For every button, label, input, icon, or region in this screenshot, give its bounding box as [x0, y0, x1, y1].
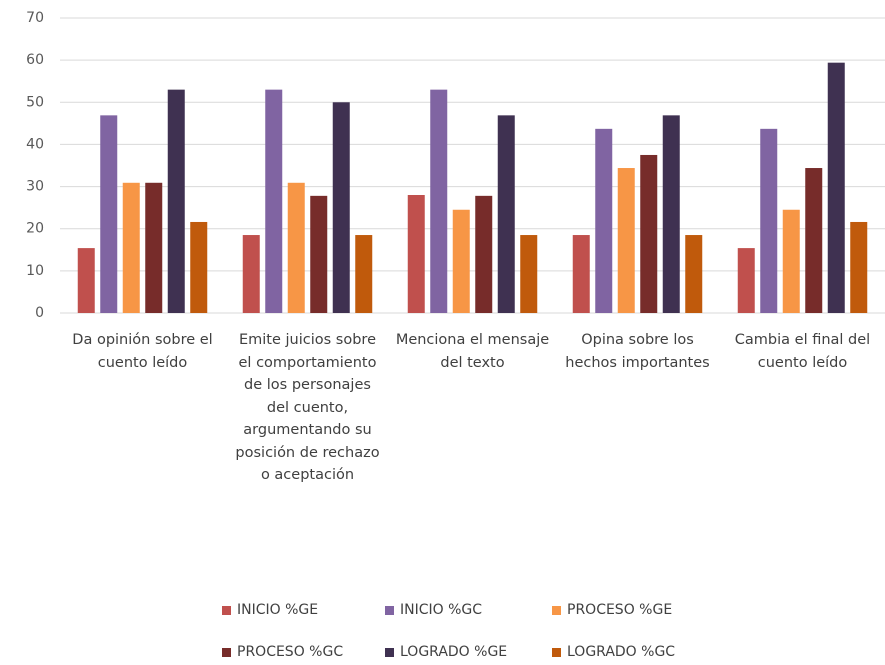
- bar: [355, 235, 373, 313]
- bar: [640, 154, 658, 313]
- bar: [77, 248, 95, 313]
- bar: [100, 115, 118, 313]
- y-tick-label: 40: [26, 136, 44, 152]
- bar: [122, 182, 140, 313]
- bar: [332, 102, 350, 314]
- bar: [617, 168, 635, 313]
- legend-swatch: [385, 605, 394, 615]
- bar: [805, 168, 823, 313]
- x-tick-label: Da opinión sobre el cuento leído: [72, 332, 213, 371]
- legend-item: INICIO %GE: [222, 600, 318, 620]
- bar: [782, 209, 800, 313]
- bar: [662, 115, 680, 313]
- legend-item: LOGRADO %GC: [552, 642, 675, 662]
- legend-label: LOGRADO %GE: [400, 644, 508, 660]
- bar: [265, 89, 283, 314]
- x-tick-label: Emite juicios sobre el comportamiento de…: [235, 332, 380, 483]
- bar: [497, 115, 515, 313]
- bar: [572, 235, 590, 313]
- x-tick-label: Cambia el final del cuento leído: [734, 332, 871, 371]
- bar: [145, 182, 163, 313]
- bar: [242, 235, 260, 313]
- x-tick-label: Opina sobre los hechos importantes: [565, 332, 710, 371]
- bar: [190, 221, 208, 313]
- bar: [167, 89, 185, 314]
- y-tick-label: 0: [35, 305, 44, 321]
- legend-swatch: [222, 647, 231, 657]
- bar: [737, 248, 755, 313]
- legend-swatch: [222, 605, 231, 615]
- legend-label: PROCESO %GE: [567, 602, 673, 618]
- bar: [760, 128, 778, 313]
- y-tick-label: 70: [26, 10, 44, 26]
- bar: [475, 195, 493, 313]
- legend-swatch: [552, 605, 561, 615]
- bar: [595, 128, 613, 313]
- bar: [287, 182, 305, 313]
- y-tick-label: 20: [26, 221, 44, 237]
- bar: [850, 221, 868, 313]
- legend-item: LOGRADO %GE: [385, 642, 507, 662]
- legend-label: LOGRADO %GC: [567, 644, 676, 660]
- y-tick-label: 10: [26, 263, 44, 279]
- bar: [827, 62, 845, 313]
- bar: [520, 235, 538, 313]
- legend-label: INICIO %GC: [400, 602, 483, 618]
- bar: [685, 235, 703, 313]
- x-tick-label: Menciona el mensaje del texto: [395, 332, 550, 371]
- bar: [407, 195, 425, 313]
- y-tick-label: 50: [26, 94, 44, 110]
- legend-item: PROCESO %GC: [222, 642, 343, 662]
- legend-label: PROCESO %GC: [237, 644, 344, 660]
- legend-swatch: [552, 647, 561, 657]
- bar: [452, 209, 470, 313]
- bar: [430, 89, 448, 314]
- y-tick-label: 30: [26, 179, 44, 195]
- bar: [310, 195, 328, 313]
- legend-item: INICIO %GC: [385, 600, 482, 620]
- legend-swatch: [385, 647, 394, 657]
- legend-label: INICIO %GE: [237, 602, 319, 618]
- y-tick-label: 60: [26, 52, 44, 68]
- legend-item: PROCESO %GE: [552, 600, 672, 620]
